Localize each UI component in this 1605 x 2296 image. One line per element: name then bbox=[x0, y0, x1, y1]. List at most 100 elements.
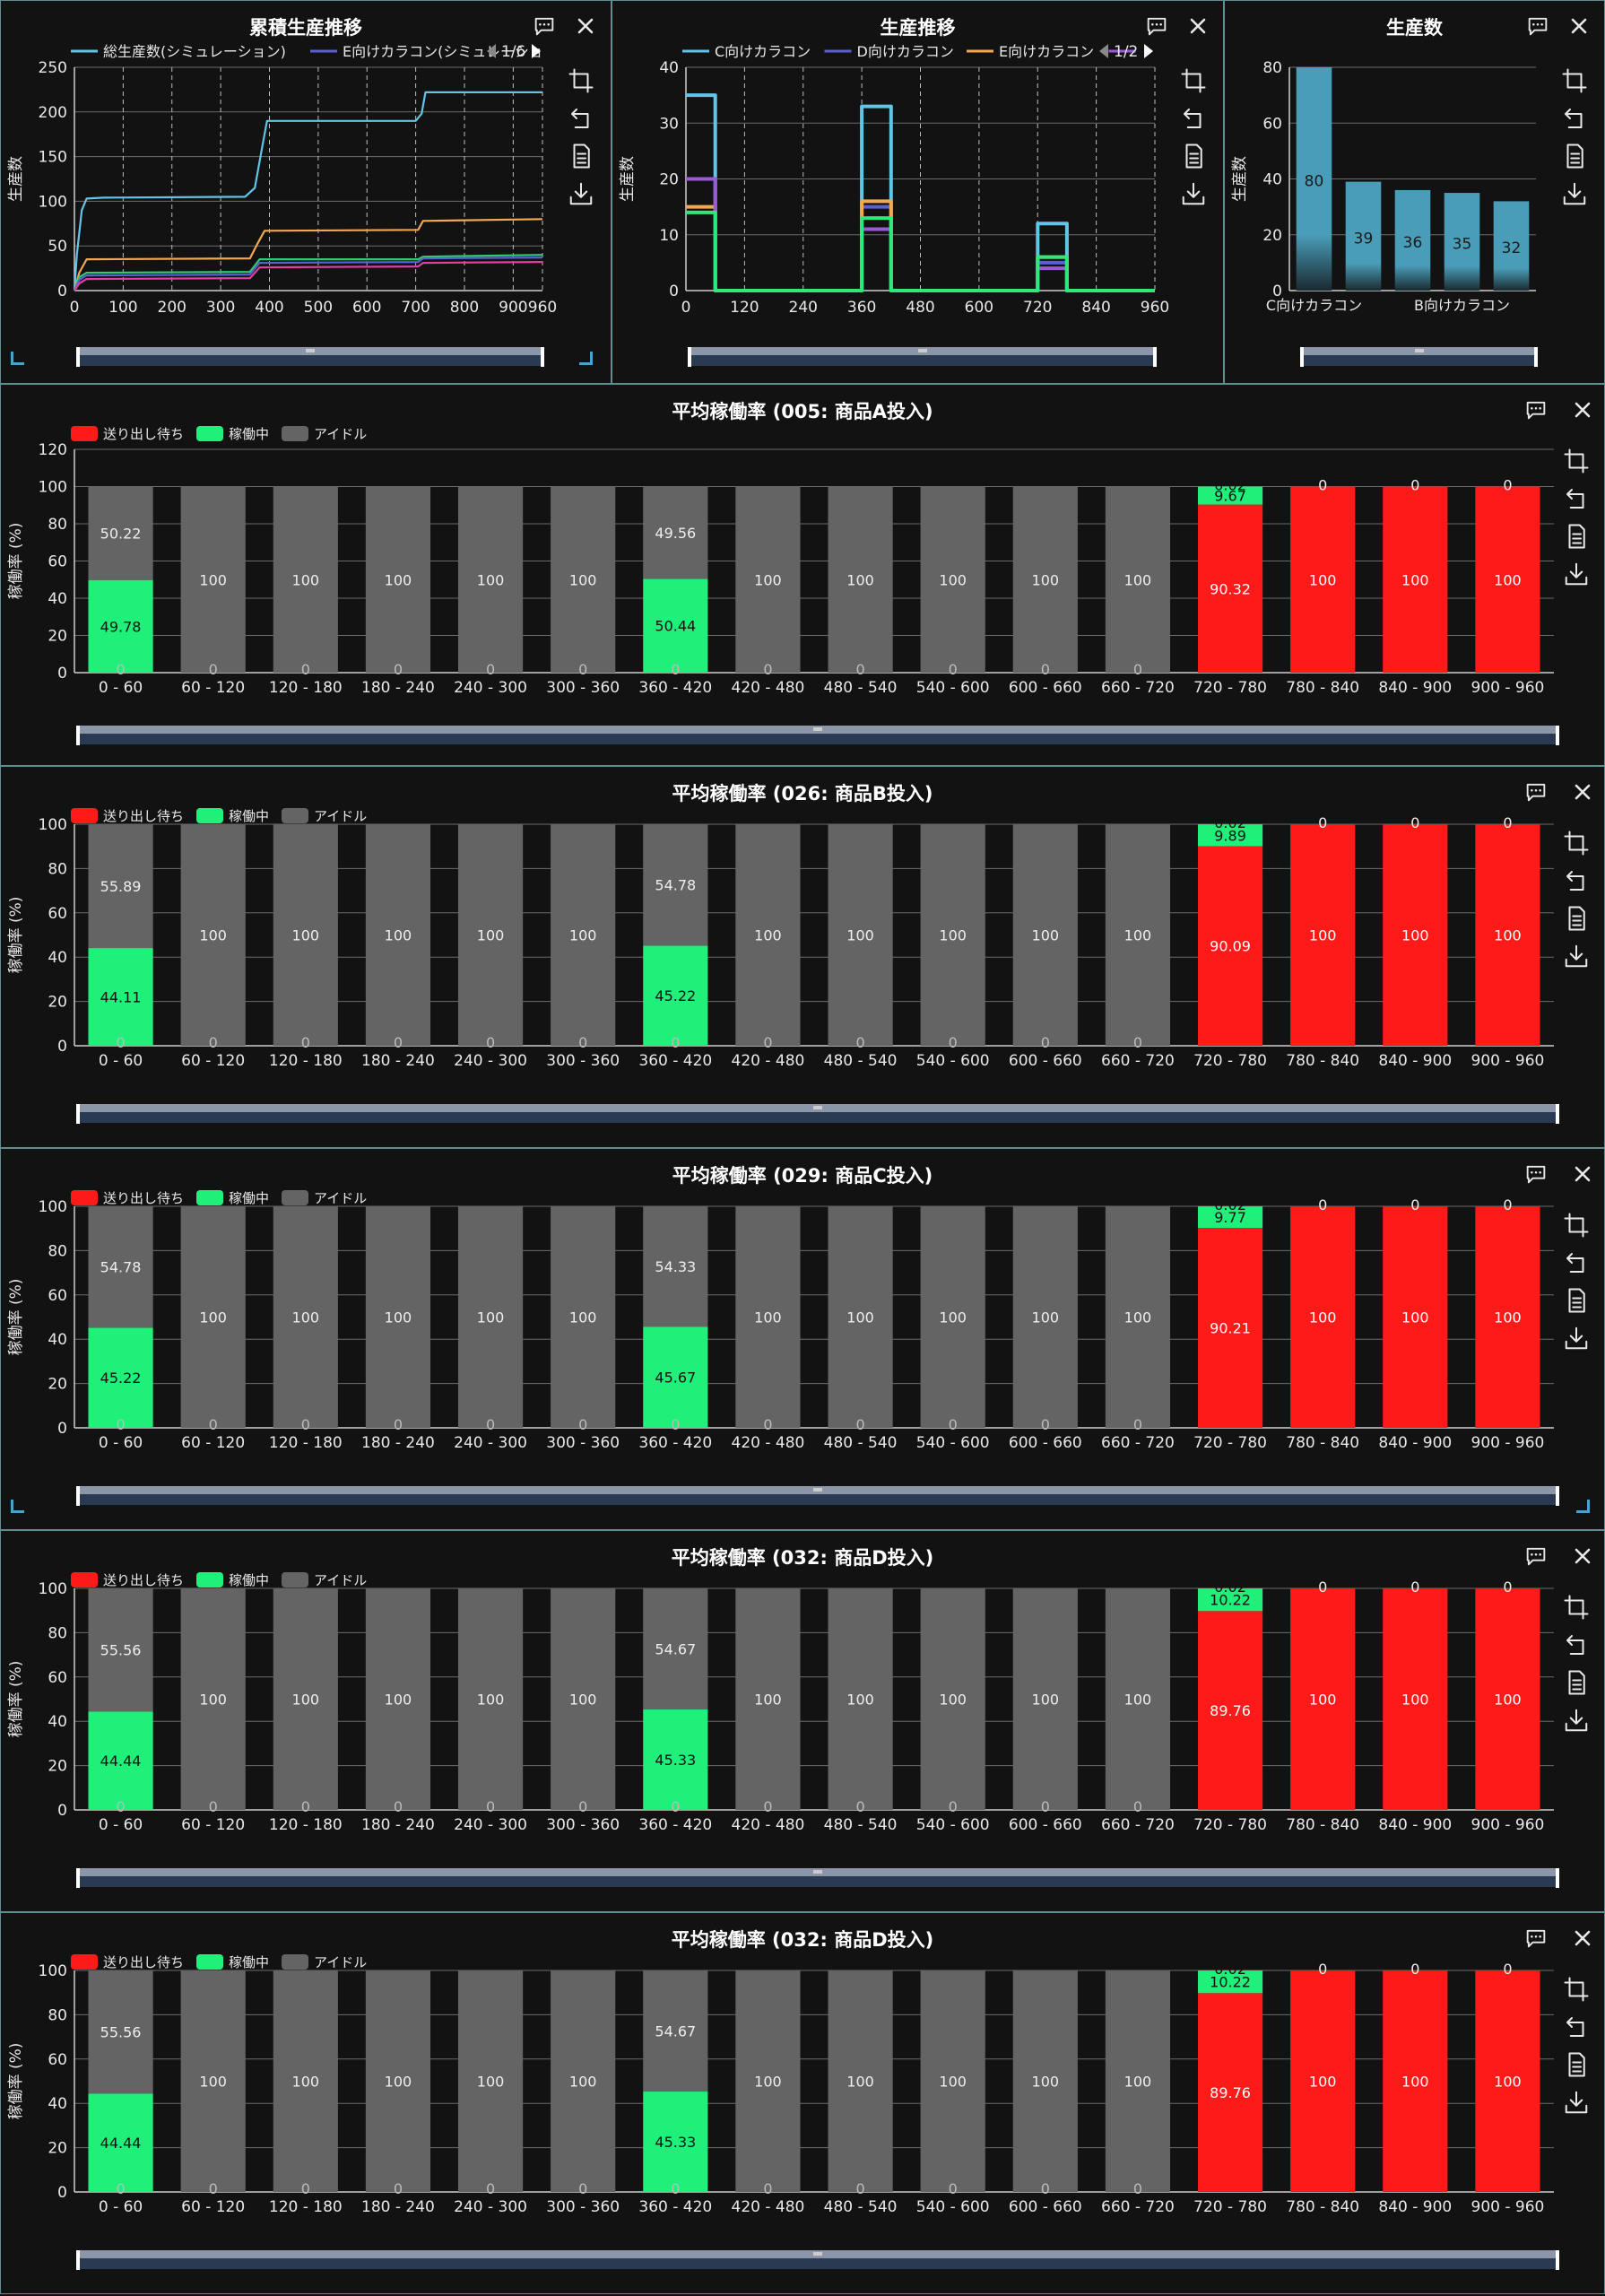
zoom-slider[interactable] bbox=[76, 347, 544, 367]
bar-running[interactable] bbox=[643, 1326, 708, 1428]
bar-waiting[interactable] bbox=[1383, 1970, 1448, 2192]
zoom-slider-right-handle[interactable] bbox=[1556, 726, 1559, 745]
download-icon[interactable] bbox=[1563, 1707, 1590, 1734]
bar-idle[interactable] bbox=[1105, 486, 1171, 674]
legend-label[interactable]: 総生産数(シミュレーション) bbox=[103, 43, 286, 60]
zoom-slider-left-handle[interactable] bbox=[76, 1868, 80, 1888]
bar-idle[interactable] bbox=[273, 1588, 338, 1810]
bar-waiting[interactable] bbox=[1383, 486, 1448, 674]
series-line[interactable] bbox=[73, 91, 542, 291]
comment-icon[interactable] bbox=[1523, 1161, 1549, 1190]
bar-idle[interactable] bbox=[551, 1206, 616, 1428]
bar-idle[interactable] bbox=[1012, 1206, 1078, 1428]
download-icon[interactable] bbox=[1563, 561, 1590, 587]
resize-corner-icon[interactable] bbox=[579, 352, 593, 365]
undo-icon[interactable] bbox=[1563, 867, 1590, 894]
legend-item[interactable]: 稼働中 bbox=[196, 424, 269, 443]
document-icon[interactable] bbox=[568, 143, 594, 170]
zoom-slider-right-handle[interactable] bbox=[541, 347, 544, 367]
legend-item[interactable]: アイドル bbox=[282, 806, 367, 825]
bar-running[interactable] bbox=[88, 2093, 153, 2192]
legend-pager[interactable]: 1/6 bbox=[487, 43, 541, 61]
legend-item[interactable]: アイドル bbox=[282, 1188, 367, 1207]
comment-icon[interactable] bbox=[532, 13, 557, 42]
legend-item[interactable]: アイドル bbox=[282, 424, 367, 443]
bar-running[interactable] bbox=[643, 945, 708, 1046]
legend-item[interactable]: 稼働中 bbox=[196, 1188, 269, 1207]
bar[interactable] bbox=[1493, 201, 1530, 291]
bar-waiting[interactable] bbox=[1475, 824, 1540, 1046]
crop-select-icon[interactable] bbox=[1563, 1212, 1590, 1239]
bar-idle[interactable] bbox=[457, 1206, 524, 1428]
bar-idle[interactable] bbox=[88, 824, 153, 949]
bar-running[interactable] bbox=[88, 948, 153, 1046]
bar-idle[interactable] bbox=[273, 1970, 338, 2192]
comment-icon[interactable] bbox=[1144, 13, 1169, 42]
series-line[interactable] bbox=[686, 210, 1155, 292]
zoom-slider-grip[interactable] bbox=[813, 727, 822, 731]
legend-item[interactable]: 稼働中 bbox=[196, 1570, 269, 1589]
document-icon[interactable] bbox=[1563, 1287, 1590, 1314]
zoom-slider-grip[interactable] bbox=[813, 2252, 822, 2256]
undo-icon[interactable] bbox=[1563, 1631, 1590, 1658]
zoom-slider[interactable] bbox=[76, 726, 1559, 745]
document-icon[interactable] bbox=[1563, 1669, 1590, 1696]
bar-idle[interactable] bbox=[551, 1970, 616, 2192]
zoom-slider[interactable] bbox=[76, 2250, 1559, 2270]
bar-idle[interactable] bbox=[828, 824, 893, 1046]
bar-running[interactable] bbox=[643, 2092, 708, 2192]
zoom-slider-left-handle[interactable] bbox=[688, 347, 691, 367]
pager-prev-icon[interactable] bbox=[487, 44, 496, 58]
comment-icon[interactable] bbox=[1525, 13, 1550, 42]
bar-idle[interactable] bbox=[365, 1588, 431, 1810]
resize-corner-icon[interactable] bbox=[11, 1500, 24, 1513]
zoom-slider-grip[interactable] bbox=[813, 1106, 822, 1109]
pager-next-icon[interactable] bbox=[1144, 44, 1153, 58]
resize-corner-icon[interactable] bbox=[11, 352, 24, 365]
legend-item[interactable]: 送り出し待ち bbox=[71, 1188, 184, 1207]
zoom-slider-grip[interactable] bbox=[306, 349, 315, 352]
close-icon[interactable] bbox=[1568, 15, 1590, 40]
zoom-slider-left-handle[interactable] bbox=[76, 2250, 80, 2270]
download-icon[interactable] bbox=[1563, 943, 1590, 970]
crop-select-icon[interactable] bbox=[1563, 1976, 1590, 2003]
zoom-slider-track[interactable] bbox=[76, 353, 544, 366]
bar-idle[interactable] bbox=[180, 824, 246, 1046]
zoom-slider-right-handle[interactable] bbox=[1153, 347, 1157, 367]
series-line[interactable] bbox=[73, 254, 543, 291]
undo-icon[interactable] bbox=[1561, 105, 1588, 132]
bar-idle[interactable] bbox=[1105, 824, 1171, 1046]
pager-next-icon[interactable] bbox=[532, 44, 541, 58]
bar-idle[interactable] bbox=[828, 1588, 893, 1810]
bar-idle[interactable] bbox=[365, 486, 431, 674]
document-icon[interactable] bbox=[1180, 143, 1207, 170]
comment-icon[interactable] bbox=[1523, 779, 1549, 808]
bar-waiting[interactable] bbox=[1383, 1206, 1448, 1428]
legend-item[interactable]: 送り出し待ち bbox=[71, 424, 184, 443]
download-icon[interactable] bbox=[568, 180, 594, 207]
bar-running[interactable] bbox=[88, 579, 153, 673]
close-icon[interactable] bbox=[1572, 781, 1593, 806]
zoom-slider-right-handle[interactable] bbox=[1556, 1868, 1559, 1888]
bar-idle[interactable] bbox=[457, 1588, 524, 1810]
bar-waiting[interactable] bbox=[1290, 1970, 1356, 2192]
zoom-slider-grip[interactable] bbox=[813, 1870, 822, 1874]
legend-item[interactable]: E向けカラコン bbox=[967, 43, 1094, 60]
crop-select-icon[interactable] bbox=[1563, 448, 1590, 474]
comment-icon[interactable] bbox=[1523, 1926, 1549, 1954]
zoom-slider-right-handle[interactable] bbox=[1556, 1486, 1559, 1506]
crop-select-icon[interactable] bbox=[1563, 830, 1590, 857]
bar-waiting[interactable] bbox=[1475, 486, 1540, 674]
bar-idle[interactable] bbox=[457, 824, 524, 1046]
bar-idle[interactable] bbox=[735, 486, 801, 674]
bar-idle[interactable] bbox=[735, 1206, 801, 1428]
bar-waiting[interactable] bbox=[1197, 846, 1263, 1046]
bar-idle[interactable] bbox=[180, 486, 246, 674]
bar-idle[interactable] bbox=[828, 1970, 893, 2192]
bar-idle[interactable] bbox=[273, 1206, 338, 1428]
bar-running[interactable] bbox=[1197, 824, 1263, 847]
bar-idle[interactable] bbox=[1105, 1206, 1171, 1428]
zoom-slider-track[interactable] bbox=[76, 732, 1559, 744]
bar-idle[interactable] bbox=[273, 824, 338, 1046]
bar-running[interactable] bbox=[1197, 1588, 1263, 1612]
